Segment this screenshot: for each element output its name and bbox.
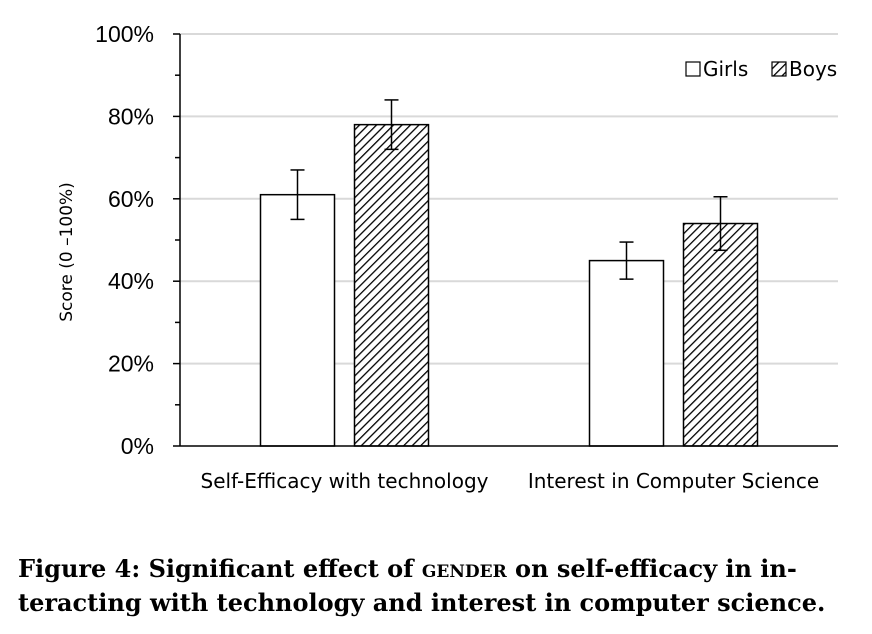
figure-caption: Figure 4: Significant effect of gender o… <box>0 552 872 620</box>
y-tick-label: 100% <box>95 21 154 47</box>
bar-boys <box>353 123 430 447</box>
x-category-label: Interest in Computer Science <box>528 469 819 493</box>
bar-chart: 0% 20% 40% 60% 80% 100% Self-Efficacy with tec… <box>57 21 838 493</box>
y-tick-label: 40% <box>108 268 154 294</box>
y-axis-label: Score (0 –100%) <box>57 182 77 322</box>
bar-girls <box>259 193 336 447</box>
legend-swatch-boys <box>771 61 787 77</box>
axes: 0% 20% 40% 60% 80% 100% Self-Efficacy with tec… <box>95 21 838 493</box>
x-category-label: Self-Efficacy with technology <box>201 469 489 493</box>
legend-label-boys: Boys <box>789 57 837 81</box>
bar-girls <box>588 259 665 447</box>
caption-line2: teracting with technology and interest i… <box>18 588 826 617</box>
bar-boys <box>682 222 759 447</box>
caption-line1-rest: on self-efficacy in in- <box>506 554 797 583</box>
bars <box>259 99 759 447</box>
y-tick-label: 20% <box>108 351 154 377</box>
y-tick-label: 0% <box>121 433 154 459</box>
y-tick-label: 60% <box>108 186 154 212</box>
legend-label-girls: Girls <box>703 57 748 81</box>
legend: Girls Boys <box>685 57 837 81</box>
caption-smallcaps: gender <box>421 554 507 583</box>
y-tick-label: 80% <box>108 103 154 129</box>
caption-prefix: Figure 4: Significant effect of <box>18 554 422 583</box>
legend-swatch-girls <box>685 61 701 77</box>
